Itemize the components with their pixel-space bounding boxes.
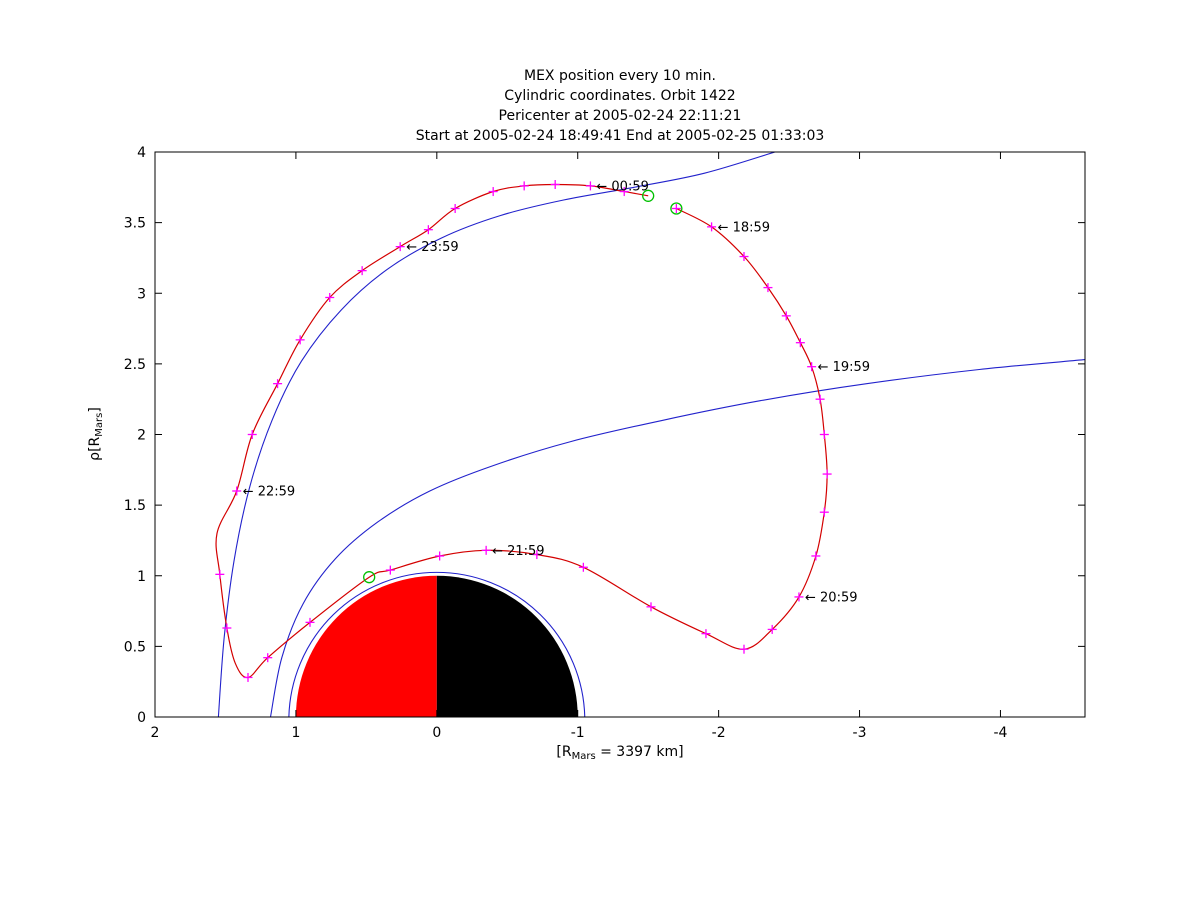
x-tick-label: -2 [712, 725, 726, 741]
orbit-path [215, 183, 828, 679]
axis-ticks [154, 151, 1085, 718]
time-annotation-23-59: ← 23:59 [406, 240, 459, 255]
y-tick-label: 1 [137, 569, 146, 585]
pericenter-marker [363, 571, 376, 584]
x-axis-label-text: [R [556, 744, 572, 760]
plot-title-block: MEX position every 10 min. Cylindric coo… [155, 66, 1085, 146]
x-tick-label: -3 [853, 725, 867, 741]
x-tick-label: -4 [993, 725, 1007, 741]
plot-title-line-4: Start at 2005-02-24 18:49:41 End at 2005… [415, 128, 825, 144]
time-annotation-21-59: ← 21:59 [492, 544, 544, 559]
x-tick-label: 2 [151, 725, 160, 741]
x-tick-label: 1 [291, 725, 300, 741]
axis-box [154, 151, 1086, 718]
time-annotation-20-59: ← 20:59 [805, 590, 858, 605]
y-tick-label: 2.5 [124, 357, 146, 373]
y-tick-label: 4 [137, 145, 146, 161]
y-tick-label: 0.5 [124, 639, 146, 655]
y-axis-label-close: ] [87, 407, 103, 413]
x-axis-label-close: = 3397 km] [595, 744, 684, 760]
axis-tick-labels: 2 1 0 -1 -2 -3 -4 0 0.5 1 1.5 2 2.5 3 3.5 4 [124, 145, 1008, 741]
time-annotations: ← 00:59 ← 18:59 ← 23:59 ← 19:59 ← 22:59 ← 21:… [243, 179, 870, 605]
orbit-end-marker [642, 189, 655, 202]
x-tick-label: 0 [432, 725, 441, 741]
time-annotation-19-59: ← 19:59 [818, 360, 871, 375]
time-annotation-22-59: ← 22:59 [243, 485, 296, 500]
y-tick-label: 1.5 [124, 498, 146, 514]
y-tick-label: 3 [137, 286, 146, 302]
y-tick-label: 0 [137, 710, 146, 726]
plot-title-line-1: MEX position every 10 min. [524, 68, 716, 84]
y-axis-label-text: ρ[R [87, 436, 103, 461]
mars-dayside-half [295, 575, 437, 717]
magnetic-pileup-boundary-model-curve [269, 359, 1085, 717]
y-axis-label: ρ[RMars] [87, 407, 105, 461]
y-axis-label-subscript: Mars [94, 412, 105, 437]
plot-area [215, 152, 1085, 717]
bow-shock-model-curve [217, 152, 776, 717]
time-annotation-18-59: ← 18:59 [718, 220, 771, 235]
plot-title-line-2: Cylindric coordinates. Orbit 1422 [504, 88, 736, 104]
x-tick-label: -1 [571, 725, 585, 741]
x-axis-label-subscript: Mars [571, 751, 596, 762]
y-tick-label: 3.5 [124, 216, 146, 232]
orbit-10min-markers [215, 179, 832, 682]
y-tick-label: 2 [137, 428, 146, 444]
x-axis-label: [RMars = 3397 km] [155, 744, 1085, 762]
orbit-event-markers [363, 189, 683, 584]
time-annotation-00-59: ← 00:59 [596, 179, 649, 194]
mars-halo-circle [288, 571, 586, 717]
mars-nightside-half [436, 575, 578, 717]
plot-title-line-3: Pericenter at 2005-02-24 22:11:21 [498, 108, 742, 124]
orbit-start-marker [670, 202, 683, 215]
